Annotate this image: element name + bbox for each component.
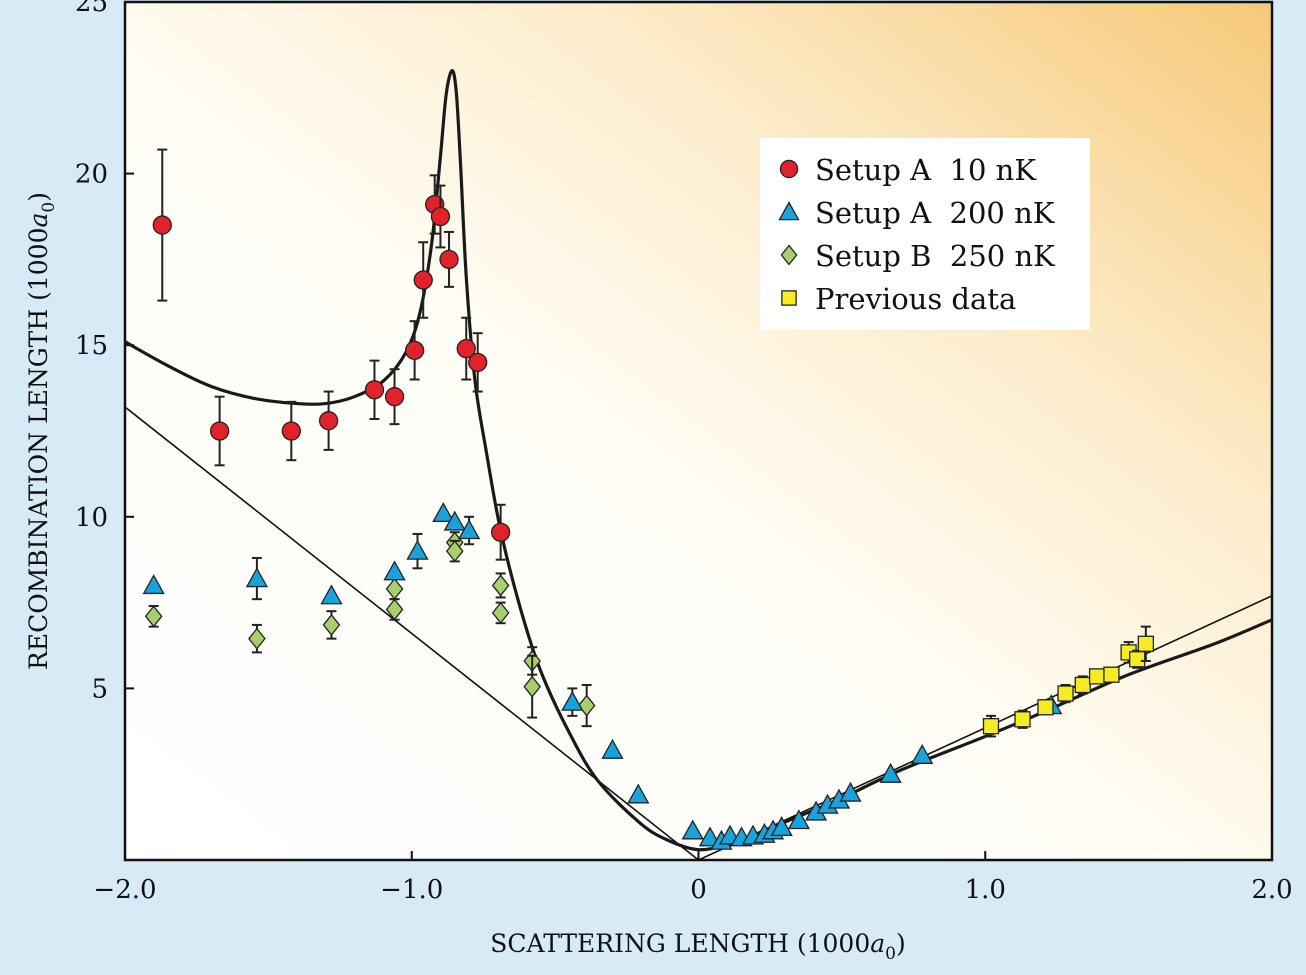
y-tick-label: 15 — [75, 331, 108, 361]
y-axis: 5 10 15 20 25 — [75, 0, 134, 704]
x-tick-label: 2.0 — [1251, 875, 1292, 905]
x-tick-label: −1.0 — [380, 875, 443, 905]
data-point-square — [1074, 676, 1091, 694]
data-point-square — [1103, 666, 1120, 683]
x-tick-label: 0 — [690, 875, 707, 905]
data-point-circle — [152, 215, 172, 235]
data-point-triangle — [627, 783, 650, 804]
data-point-circle — [430, 206, 451, 227]
data-point-triangle — [406, 539, 429, 560]
data-point-triangle — [142, 574, 165, 595]
data-point-circle — [384, 387, 405, 407]
data-points — [142, 148, 1154, 850]
data-point-circle — [439, 249, 459, 270]
data-point-triangle — [432, 502, 455, 523]
data-point-circle — [468, 352, 488, 373]
legend-label: Previous data — [815, 282, 1016, 316]
data-point-diamond — [144, 605, 163, 628]
x-tick-label: 1.0 — [965, 875, 1006, 905]
data-point-triangle — [561, 690, 584, 711]
data-point-triangle — [245, 567, 269, 588]
data-point-diamond — [491, 574, 510, 597]
data-point-triangle — [879, 762, 902, 783]
y-tick-label: 10 — [75, 503, 108, 533]
data-point-triangle — [457, 519, 481, 540]
legend: Setup A 10 nK Setup A 200 nK Setup B 250 n… — [760, 138, 1090, 330]
x-tick-label: −2.0 — [93, 875, 156, 905]
legend-label: Setup A 200 nK — [815, 196, 1056, 230]
legend-marker-diamond — [780, 244, 798, 266]
x-axis: −2.0 −1.0 0 1.0 2.0 — [93, 851, 1293, 905]
data-point-circle — [318, 411, 339, 431]
data-point-triangle — [839, 781, 862, 802]
data-point-diamond — [445, 540, 464, 563]
data-point-diamond — [385, 598, 404, 621]
data-point-circle — [364, 380, 385, 400]
data-point-square — [1037, 699, 1054, 716]
data-point-diamond — [491, 601, 510, 624]
data-point-square — [1014, 711, 1031, 728]
data-point-triangle — [320, 584, 343, 605]
data-point-circle — [456, 338, 476, 359]
data-point-square — [1057, 685, 1074, 702]
legend-marker-square — [781, 290, 797, 306]
legend-label: Setup A 10 nK — [815, 153, 1037, 187]
data-point-circle — [209, 421, 230, 441]
data-point-square — [1129, 651, 1146, 668]
data-point-triangle — [911, 743, 934, 764]
y-tick-label: 25 — [75, 0, 108, 18]
data-point-triangle — [601, 738, 624, 759]
data-point-circle — [281, 421, 301, 441]
data-point-circle — [490, 522, 511, 542]
data-point-triangle — [383, 560, 406, 581]
y-tick-label: 20 — [75, 160, 108, 190]
data-point-diamond — [523, 675, 542, 698]
data-point-diamond — [322, 613, 341, 636]
legend-marker-circle — [779, 159, 799, 179]
data-point-triangle — [698, 826, 722, 847]
data-point-triangle — [681, 819, 704, 840]
data-point-circle — [413, 270, 433, 290]
y-axis-title: RECOMBINATION LENGTH (1000a0) — [24, 192, 59, 670]
data-point-circle — [404, 340, 425, 360]
data-point-square — [1137, 635, 1154, 652]
x-axis-title: SCATTERING LENGTH (1000a0) — [490, 929, 906, 964]
data-point-diamond — [248, 627, 266, 650]
y-tick-label: 5 — [91, 674, 108, 704]
legend-marker-triangle — [778, 201, 800, 221]
legend-box — [760, 138, 1090, 330]
data-point-square — [1088, 668, 1106, 685]
data-point-triangle — [770, 816, 793, 837]
legend-label: Setup B 250 nK — [815, 239, 1056, 273]
data-point-square — [982, 718, 1000, 735]
data-point-triangle — [443, 510, 466, 531]
data-point-triangle — [787, 809, 810, 830]
